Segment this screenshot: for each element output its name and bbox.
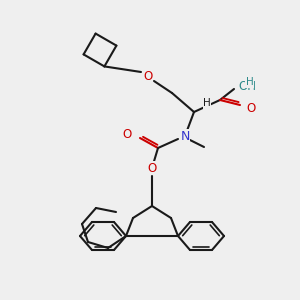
Text: H: H — [246, 77, 254, 87]
Text: H: H — [203, 98, 211, 108]
Text: O: O — [147, 161, 157, 175]
Text: N: N — [180, 130, 190, 142]
Text: OH: OH — [238, 80, 256, 92]
Text: O: O — [123, 128, 132, 140]
Text: O: O — [246, 101, 255, 115]
Text: O: O — [143, 70, 153, 83]
